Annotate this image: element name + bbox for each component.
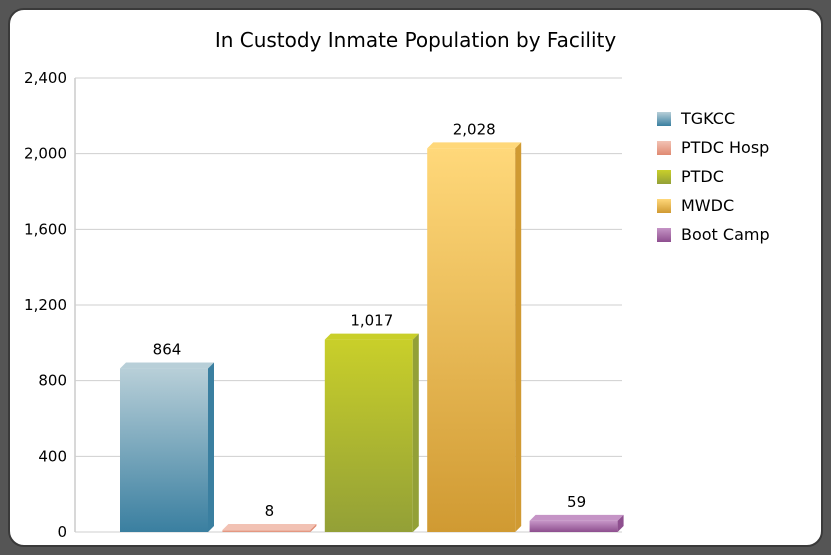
legend-label: PTDC Hosp — [681, 138, 770, 157]
bar — [427, 148, 516, 532]
legend-swatch — [657, 169, 671, 184]
y-tick-label: 2,400 — [24, 69, 67, 87]
data-label: 1,017 — [350, 312, 393, 330]
legend-swatch — [657, 227, 671, 242]
legend-label: PTDC — [681, 167, 724, 186]
legend-label: MWDC — [681, 196, 735, 215]
data-label: 864 — [153, 341, 182, 359]
y-tick-label: 800 — [38, 372, 67, 390]
legend-item-mwdc: MWDC — [657, 191, 770, 220]
bar-side — [515, 142, 522, 532]
bar-top — [529, 514, 624, 521]
y-tick-label: 1,600 — [24, 220, 67, 238]
chart-title: In Custody Inmate Population by Facility — [214, 28, 617, 52]
y-tick-label: 400 — [38, 447, 67, 465]
bar-side — [617, 514, 624, 532]
data-label: 2,028 — [453, 120, 496, 138]
chart-legend: TGKCC PTDC Hosp PTDC MWDC Boot Camp — [657, 104, 770, 249]
bar — [529, 520, 618, 532]
legend-label: Boot Camp — [681, 225, 770, 244]
bar-top — [120, 362, 214, 369]
y-tick-label: 2,000 — [24, 145, 67, 163]
legend-swatch — [657, 111, 671, 126]
legend-item-ptdc: PTDC — [657, 162, 770, 191]
legend-swatch — [657, 140, 671, 155]
bar-side — [208, 362, 214, 532]
bar-side — [412, 333, 419, 532]
bar-side — [310, 524, 317, 532]
data-label: 59 — [567, 493, 586, 511]
y-tick-label: 0 — [57, 523, 67, 541]
legend-swatch — [657, 198, 671, 213]
bar — [120, 368, 208, 532]
legend-item-tgkcc: TGKCC — [657, 104, 770, 133]
bar-top — [324, 333, 419, 340]
bar-top — [222, 524, 317, 530]
legend-item-ptdc-hosp: PTDC Hosp — [657, 133, 770, 162]
legend-item-boot-camp: Boot Camp — [657, 220, 770, 249]
legend-label: TGKCC — [681, 109, 736, 128]
bar — [222, 530, 311, 532]
bar-top — [427, 142, 522, 149]
data-label: 8 — [265, 502, 275, 520]
bar — [324, 339, 413, 532]
y-tick-label: 1,200 — [24, 296, 67, 314]
